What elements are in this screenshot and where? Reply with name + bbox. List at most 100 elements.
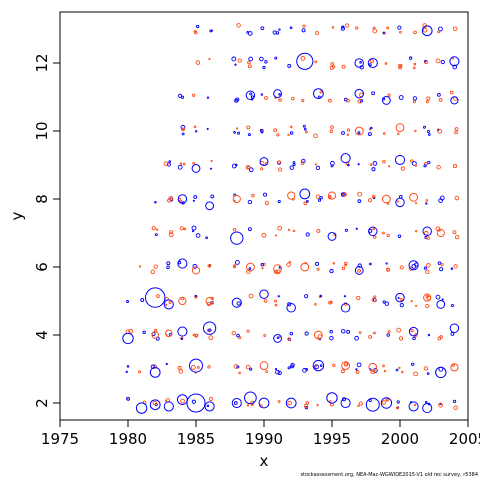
residual-mark: [454, 234, 460, 240]
residual-mark: [356, 295, 361, 301]
residual-mark: [367, 198, 373, 203]
residual-mark: [347, 163, 350, 167]
residual-mark: [196, 24, 200, 29]
residual-mark: [153, 328, 158, 332]
x-tick-label: 2000: [381, 430, 419, 448]
residual-point: [368, 362, 378, 372]
x-tick-label: 1990: [245, 430, 283, 448]
residual-mark: [275, 234, 278, 237]
residual-mark: [451, 304, 454, 307]
residual-mark: [231, 56, 237, 62]
residual-mark: [156, 228, 159, 231]
residual-point: [273, 89, 283, 99]
y-axis: 2 4 6 8 10 12: [33, 53, 60, 408]
residual-mark: [382, 231, 385, 235]
residual-mark: [142, 330, 146, 335]
residual-mark: [408, 266, 414, 271]
residual-mark: [411, 161, 417, 166]
residual-mark: [414, 229, 418, 233]
residual-mark: [152, 364, 157, 369]
residual-mark: [411, 362, 415, 366]
residual-mark: [414, 333, 418, 337]
residual-mark: [210, 29, 213, 32]
residual-mark: [426, 372, 430, 375]
residual-mark: [245, 364, 251, 370]
residual-mark: [398, 336, 404, 341]
residual-point: [191, 266, 201, 275]
residual-mark: [425, 100, 429, 104]
residual-mark: [234, 63, 237, 66]
residual-mark: [373, 235, 377, 239]
residual-mark: [277, 225, 283, 231]
residual-mark: [287, 337, 291, 341]
residual-mark: [395, 368, 399, 372]
residual-mark: [435, 58, 441, 64]
residual-mark: [330, 62, 334, 66]
residual-point: [450, 96, 459, 105]
residual-mark: [277, 160, 281, 165]
residual-mark: [238, 336, 242, 340]
residual-mark: [340, 26, 346, 31]
residual-mark: [207, 264, 212, 268]
residual-mark: [369, 163, 373, 166]
residual-mark: [382, 364, 385, 368]
residual-mark: [292, 161, 296, 164]
residual-mark: [273, 269, 278, 274]
residual-mark: [289, 165, 294, 170]
residual-mark: [425, 294, 429, 299]
residual-mark: [237, 58, 242, 63]
residual-point: [231, 397, 242, 409]
residual-point: [296, 52, 314, 70]
residual-mark: [357, 268, 362, 273]
residual-mark: [359, 61, 362, 64]
residual-mark: [453, 405, 458, 411]
residual-point: [354, 265, 364, 275]
residual-mark: [246, 329, 250, 333]
residual-mark: [357, 163, 360, 166]
residual-mark: [233, 264, 237, 267]
residual-point: [408, 401, 419, 412]
residual-mark: [346, 128, 351, 132]
residual-mark: [358, 401, 363, 406]
residual-mark: [357, 99, 363, 104]
residual-mark: [154, 201, 157, 204]
residual-mark: [235, 127, 239, 130]
residual-point: [313, 88, 324, 99]
residual-mark: [233, 364, 239, 369]
residual-mark: [397, 234, 402, 238]
residual-mark: [423, 266, 427, 270]
residual-mark: [382, 132, 386, 135]
residual-point: [354, 58, 364, 68]
residual-mark: [330, 402, 334, 407]
residual-mark: [263, 334, 267, 337]
residual-mark: [208, 57, 211, 61]
residual-mark: [372, 28, 378, 34]
residual-mark: [260, 131, 264, 134]
residual-mark: [440, 263, 444, 267]
residual-mark: [264, 96, 268, 100]
residual-mark: [371, 194, 376, 199]
residual-mark: [137, 370, 142, 374]
residual-mark: [206, 328, 211, 332]
residual-mark: [386, 333, 390, 337]
residual-mark: [126, 396, 130, 401]
residual-mark: [183, 227, 187, 231]
residual-mark: [341, 266, 346, 271]
residual-mark: [357, 263, 362, 268]
residual-mark: [395, 406, 399, 410]
residual-mark: [263, 299, 268, 303]
residual-mark: [440, 59, 445, 65]
residual-mark: [357, 404, 360, 408]
residual-point: [423, 293, 432, 302]
residual-point: [299, 188, 311, 200]
residual-point: [354, 126, 364, 136]
residual-mark: [384, 62, 388, 65]
residual-mark: [273, 299, 278, 303]
residual-mark: [454, 130, 458, 135]
residual-mark: [314, 163, 318, 166]
residual-mark: [423, 164, 427, 168]
residual-mark: [332, 262, 336, 265]
residual-mark: [236, 301, 241, 306]
y-tick-label: 8: [33, 194, 51, 204]
residual-mark: [319, 90, 323, 94]
